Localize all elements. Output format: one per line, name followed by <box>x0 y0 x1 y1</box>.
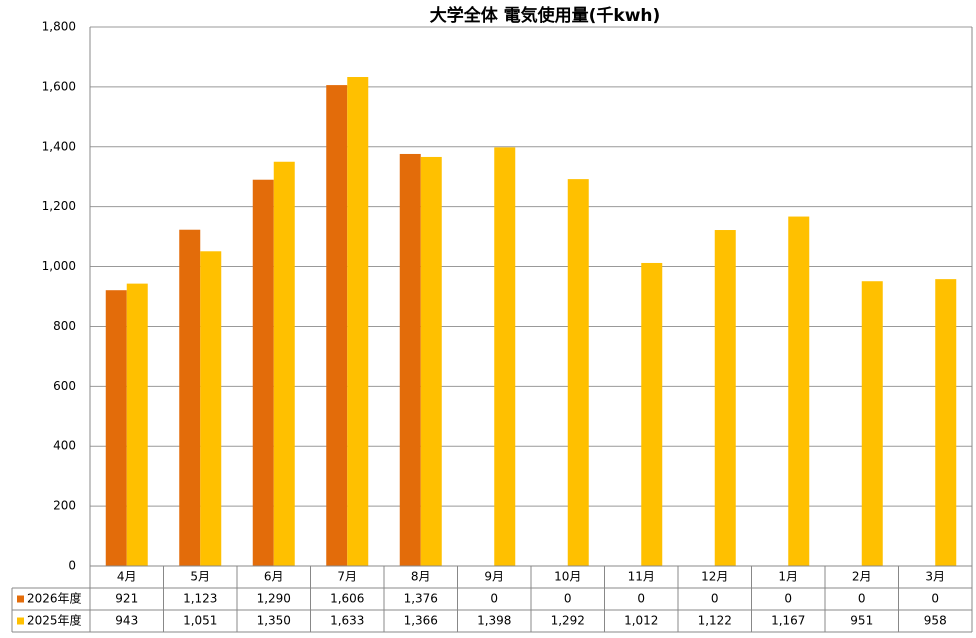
y-tick-label: 1,800 <box>42 20 76 34</box>
x-tick-label: 10月 <box>554 570 581 584</box>
table-value: 1,292 <box>551 614 585 628</box>
table-value: 943 <box>115 614 138 628</box>
table-value: 1,398 <box>477 614 511 628</box>
bar <box>347 77 369 566</box>
legend-swatch <box>17 617 24 625</box>
bar <box>273 161 295 566</box>
table-value: 1,167 <box>771 614 805 628</box>
y-tick-label: 1,600 <box>42 79 76 93</box>
table-value: 951 <box>850 614 873 628</box>
chart-title: 大学全体 電気使用量(千kwh) <box>430 5 661 26</box>
table-value: 921 <box>115 592 138 606</box>
table-value: 0 <box>637 592 645 606</box>
x-tick-label: 4月 <box>117 570 137 584</box>
x-tick-label: 8月 <box>411 570 431 584</box>
x-tick-label: 9月 <box>484 570 504 584</box>
bar <box>567 179 589 566</box>
bar <box>252 179 274 566</box>
x-tick-label: 2月 <box>852 570 872 584</box>
bar <box>126 283 148 566</box>
x-tick-label: 11月 <box>628 570 655 584</box>
bar <box>641 262 663 566</box>
x-tick-label: 1月 <box>778 570 798 584</box>
x-tick-label: 6月 <box>264 570 284 584</box>
table-value: 0 <box>858 592 866 606</box>
bar <box>935 279 957 566</box>
table-value: 1,376 <box>404 592 438 606</box>
table-value: 1,123 <box>183 592 217 606</box>
table-value: 0 <box>931 592 939 606</box>
y-tick-label: 400 <box>53 439 76 453</box>
y-tick-label: 0 <box>68 559 76 573</box>
bar <box>714 230 736 567</box>
bar <box>399 153 421 566</box>
x-tick-label: 7月 <box>337 570 357 584</box>
x-tick-label: 12月 <box>701 570 728 584</box>
bar <box>861 281 883 566</box>
y-tick-label: 800 <box>53 319 76 333</box>
table-value: 0 <box>490 592 498 606</box>
x-tick-label: 5月 <box>190 570 210 584</box>
table-value: 1,366 <box>404 614 438 628</box>
y-tick-label: 1,400 <box>42 139 76 153</box>
x-tick-label: 3月 <box>925 570 945 584</box>
table-value: 1,012 <box>624 614 658 628</box>
table-value: 1,350 <box>257 614 291 628</box>
table-value: 1,633 <box>330 614 364 628</box>
bar <box>420 156 442 566</box>
y-tick-label: 200 <box>53 499 76 513</box>
y-tick-label: 1,000 <box>42 259 76 273</box>
table-value: 1,051 <box>183 614 217 628</box>
bar <box>200 251 222 567</box>
table-value: 0 <box>564 592 572 606</box>
table-value: 1,606 <box>330 592 364 606</box>
bar <box>788 216 810 566</box>
table-value: 0 <box>784 592 792 606</box>
bar <box>326 85 348 566</box>
legend-label: 2026年度 <box>27 591 82 606</box>
table-value: 1,290 <box>257 592 291 606</box>
legend-label: 2025年度 <box>27 613 82 628</box>
table-value: 0 <box>711 592 719 606</box>
bar <box>105 290 127 566</box>
y-tick-label: 1,200 <box>42 199 76 213</box>
y-tick-label: 600 <box>53 379 76 393</box>
bar <box>494 147 516 567</box>
bar <box>179 229 201 567</box>
table-value: 958 <box>924 614 947 628</box>
table-value: 1,122 <box>698 614 732 628</box>
legend-swatch <box>17 595 24 603</box>
